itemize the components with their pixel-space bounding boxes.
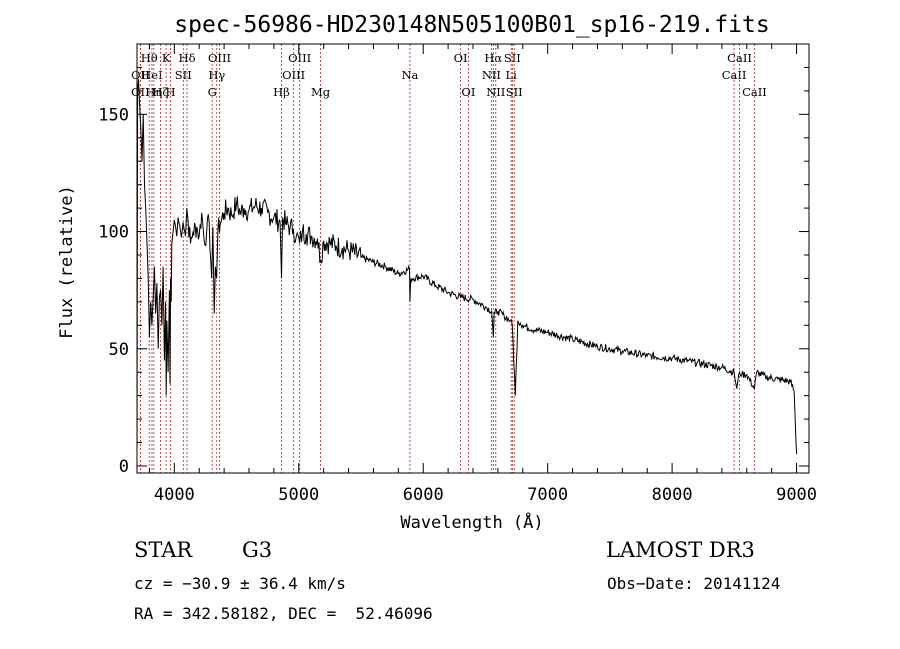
line-marker-label: OIII [288, 51, 311, 65]
survey-name: LAMOST DR3 [606, 538, 755, 562]
flux-series-line [136, 79, 798, 467]
line-marker-label: NII [482, 68, 501, 82]
line-marker-label: OI [454, 51, 468, 65]
line-marker-label: Mg [311, 85, 331, 99]
line-marker-label: OIII [282, 68, 305, 82]
x-tick-label: 9000 [776, 485, 817, 505]
line-marker-label: OII [131, 85, 150, 99]
line-marker-label: OII [131, 68, 150, 82]
line-marker-label: NII [486, 85, 505, 99]
axis-ticks: 4000 5000 6000 7000 8000 9000 0 50 100 150 [98, 44, 817, 505]
line-marker-label: SII [175, 68, 192, 82]
x-tick-label: 8000 [652, 485, 693, 505]
line-marker-label: Hζ [152, 85, 168, 99]
x-tick-label: 7000 [527, 485, 568, 505]
line-marker-label: CaII [722, 68, 747, 82]
line-marker-label: H [165, 85, 175, 99]
y-axis-label: Flux (relative) [57, 185, 77, 339]
y-tick-label: 100 [98, 223, 129, 243]
line-marker-label: Hγ [208, 68, 225, 82]
chart-title: spec-56986-HD230148N505100B01_sp16-219.f… [174, 12, 769, 38]
x-tick-label: 6000 [403, 485, 444, 505]
line-marker-label: G [208, 85, 217, 99]
y-tick-label: 50 [109, 340, 129, 360]
line-marker-label: Na [401, 68, 418, 82]
object-class: STAR [134, 538, 193, 562]
line-marker-label: OI [461, 85, 475, 99]
plot-frame [136, 43, 810, 474]
redshift-cz: cz = −30.9 ± 36.4 km/s [134, 574, 346, 593]
line-marker-label: Hβ [273, 85, 290, 99]
ra-dec-coordinates: RA = 342.58182, DEC = 52.46096 [134, 604, 433, 623]
observation-date: Obs−Date: 20141124 [607, 574, 781, 593]
series-layer [136, 79, 798, 467]
line-marker-label: OIII [208, 51, 231, 65]
x-tick-label: 5000 [278, 485, 319, 505]
line-marker-label: Hα [484, 51, 502, 65]
x-tick-label: 4000 [154, 485, 195, 505]
line-marker-label: Li [506, 68, 518, 82]
y-tick-label: 150 [98, 105, 129, 125]
line-marker-label: Hη [145, 85, 162, 99]
line-marker-label: SII [506, 85, 523, 99]
line-marker-label: K [162, 51, 171, 65]
line-marker-label: CaII [742, 85, 767, 99]
object-subclass: G3 [242, 538, 273, 562]
line-marker-label: HeI [141, 68, 162, 82]
line-marker-label: Hθ [141, 51, 158, 65]
y-tick-label: 0 [119, 457, 129, 477]
x-axis-label: Wavelength (Å) [400, 511, 543, 533]
line-marker-label: Hδ [179, 51, 196, 65]
line-markers: OIIOIIHθHeIHηHζKHSIIHδGHγOIIIHβOIIIOIIIM… [131, 44, 767, 473]
line-marker-label: CaII [727, 51, 752, 65]
line-marker-label: SII [504, 51, 521, 65]
